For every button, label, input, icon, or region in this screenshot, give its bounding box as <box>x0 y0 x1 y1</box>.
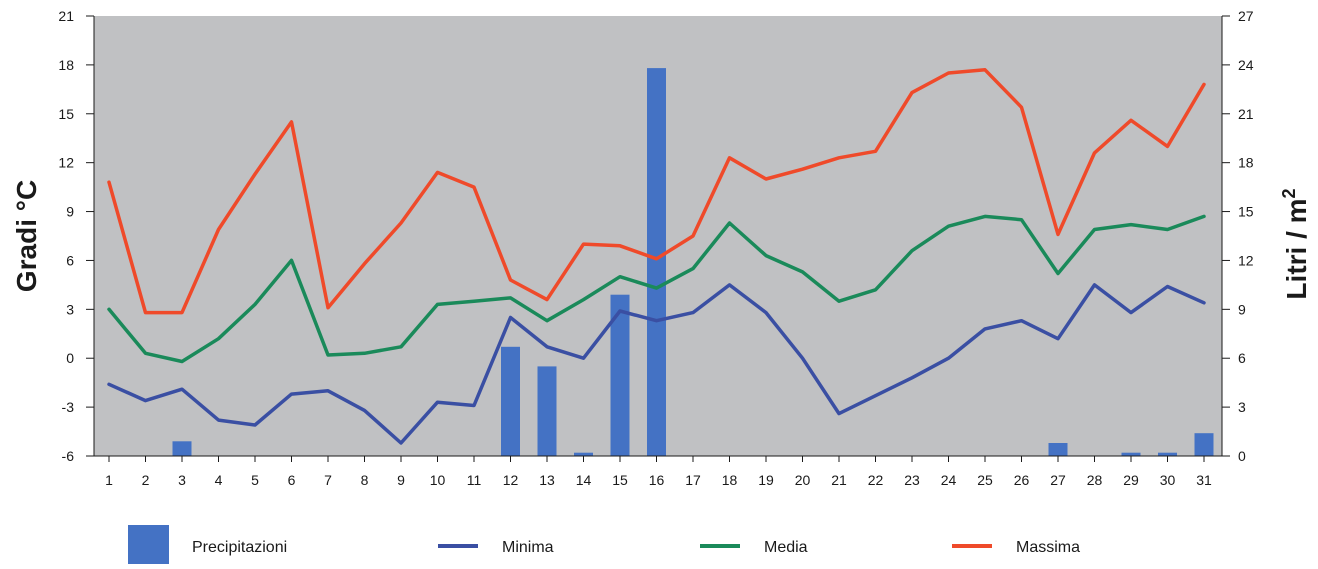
left-tick-label: -6 <box>62 448 75 464</box>
precipitation-bar-15 <box>610 294 630 456</box>
right-tick-label: 15 <box>1238 204 1254 220</box>
legend-label-massima: Massima <box>1016 539 1080 556</box>
right-axis-title-main: Litri / m <box>1281 198 1312 299</box>
x-tick-label: 3 <box>178 472 186 488</box>
x-tick-label: 30 <box>1160 472 1176 488</box>
precipitation-bar-16 <box>647 68 666 456</box>
axes-layer <box>93 16 1223 457</box>
legend: Precipitazioni Minima Media Massima <box>128 525 1080 564</box>
right-tick-label: 9 <box>1238 301 1246 317</box>
x-tick-label: 27 <box>1050 472 1066 488</box>
left-tick-label: 15 <box>58 106 74 122</box>
left-tick-label: 0 <box>66 350 74 366</box>
right-tick-label: 6 <box>1238 350 1246 366</box>
legend-label-precipitazioni: Precipitazioni <box>192 539 287 556</box>
precipitation-bar-14 <box>574 452 593 456</box>
x-tick-label: 20 <box>795 472 811 488</box>
x-tick-label: 14 <box>576 472 592 488</box>
right-axis-title-superscript: 2 <box>1279 188 1299 198</box>
x-tick-label: 17 <box>685 472 701 488</box>
left-tick-label: 21 <box>58 8 74 24</box>
left-tick-label: 6 <box>66 252 74 268</box>
x-tick-label: 25 <box>977 472 993 488</box>
x-tick-label: 5 <box>251 472 259 488</box>
x-tick-label: 16 <box>649 472 665 488</box>
x-tick-label: 11 <box>467 472 482 488</box>
x-tick-label: 28 <box>1087 472 1103 488</box>
series-line-minima <box>107 283 1206 445</box>
series-line-media <box>107 214 1206 364</box>
left-tick-label: 12 <box>58 155 74 171</box>
x-tick-label: 6 <box>288 472 296 488</box>
left-tick-label: 18 <box>58 57 74 73</box>
precipitation-bar-27 <box>1048 443 1068 456</box>
left-tick-label: 3 <box>66 301 74 317</box>
right-tick-label: 24 <box>1238 57 1254 73</box>
x-tick-label: 8 <box>361 472 369 488</box>
x-tick-label: 10 <box>430 472 446 488</box>
precipitation-bar-3 <box>172 441 192 456</box>
series-line-massima <box>107 68 1206 315</box>
legend-label-minima: Minima <box>502 539 554 556</box>
legend-swatch-precipitazioni <box>128 525 169 564</box>
x-tick-label: 26 <box>1014 472 1030 488</box>
x-tick-label: 29 <box>1123 472 1139 488</box>
x-tick-label: 19 <box>758 472 774 488</box>
right-tick-label: 21 <box>1238 106 1254 122</box>
x-tick-label: 12 <box>503 472 519 488</box>
left-tick-label: -3 <box>62 399 75 415</box>
precipitation-bar-30 <box>1158 452 1177 456</box>
x-tick-label: 22 <box>868 472 884 488</box>
right-tick-label: 3 <box>1238 399 1246 415</box>
x-tick-label: 21 <box>831 472 847 488</box>
precipitation-bar-31 <box>1194 433 1214 456</box>
right-tick-label: 12 <box>1238 252 1254 268</box>
precipitation-bar-29 <box>1121 452 1141 456</box>
x-tick-label: 13 <box>539 472 555 488</box>
lines-layer <box>107 68 1206 445</box>
x-tick-label: 4 <box>215 472 223 488</box>
x-tick-label: 18 <box>722 472 738 488</box>
legend-label-media: Media <box>764 539 808 556</box>
left-axis-title: Gradi °C <box>11 180 42 292</box>
x-tick-label: 31 <box>1196 472 1212 488</box>
x-tick-label: 1 <box>105 472 113 488</box>
x-tick-label: 24 <box>941 472 957 488</box>
left-tick-label: 9 <box>66 204 74 220</box>
right-axis-title: Litri / m2 <box>1279 188 1312 299</box>
x-tick-label: 7 <box>324 472 332 488</box>
x-tick-label: 15 <box>612 472 628 488</box>
right-tick-label: 27 <box>1238 8 1254 24</box>
right-tick-label: 18 <box>1238 155 1254 171</box>
precipitation-bar-13 <box>537 366 557 456</box>
x-tick-label: 9 <box>397 472 405 488</box>
right-tick-label: 0 <box>1238 448 1246 464</box>
x-tick-label: 2 <box>142 472 150 488</box>
x-tick-label: 23 <box>904 472 920 488</box>
bars-layer <box>172 68 1214 456</box>
precipitation-bar-12 <box>501 346 520 456</box>
